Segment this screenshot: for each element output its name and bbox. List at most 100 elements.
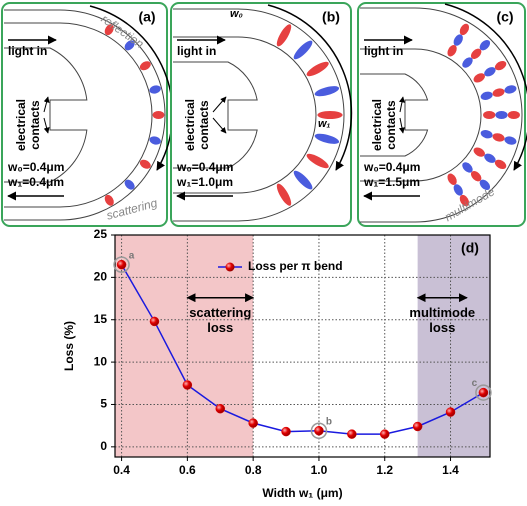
flow-arrow — [89, 5, 174, 171]
field-lobe — [306, 153, 329, 169]
data-point — [281, 426, 291, 437]
field-lobe — [124, 179, 135, 190]
field-lobe — [293, 170, 313, 190]
contacts-label: contacts — [197, 100, 211, 150]
legend-label: Loss per π bend — [248, 259, 343, 273]
x-axis-label: Width w₁ (μm) — [262, 486, 342, 500]
field-lobe — [306, 61, 329, 77]
data-point — [445, 407, 456, 417]
waveguide-edge — [4, 9, 166, 221]
field-lobe — [504, 85, 517, 94]
field-lobe — [494, 159, 507, 170]
waveguide-edge — [4, 22, 153, 208]
shaded-region — [115, 235, 254, 457]
field-lobe — [453, 184, 463, 196]
light-in: light in — [364, 44, 403, 58]
pointer — [398, 117, 405, 134]
waveguide-edge — [173, 8, 345, 222]
field-lobe — [459, 194, 470, 207]
annotation-text: loss — [207, 320, 233, 335]
panel-label: (c) — [496, 9, 513, 25]
waveguide-edge — [360, 7, 523, 223]
shaded-region — [417, 235, 490, 457]
contact-region — [360, 73, 429, 157]
data-point — [116, 259, 127, 270]
field-lobe — [494, 60, 507, 71]
flow-arrow — [444, 3, 527, 171]
field-lobe — [473, 147, 485, 157]
y-axis-label: Loss (%) — [62, 321, 76, 371]
field-lobe — [447, 45, 457, 57]
field-lobe — [314, 133, 340, 144]
field-lobe — [104, 24, 114, 36]
field-lobe — [484, 67, 496, 77]
data-point — [182, 380, 193, 390]
annotation-text: scattering — [189, 305, 251, 320]
waveguide-edge — [173, 36, 317, 194]
contacts-label: contacts — [28, 100, 42, 150]
field-lobe — [462, 57, 473, 68]
field-lobe — [314, 86, 340, 97]
x-tick-label: 0.8 — [245, 463, 262, 477]
contacts-label: electrical — [370, 99, 384, 151]
field-lobe — [276, 24, 292, 47]
contacts-label: electrical — [183, 99, 197, 151]
plot-frame — [114, 234, 491, 458]
point-label: b — [326, 416, 332, 427]
width-w1: w₁=1.0μm — [176, 175, 233, 189]
y-tick-label: 25 — [94, 227, 108, 241]
x-tick-label: 1.0 — [311, 463, 328, 477]
x-tick-label: 1.2 — [376, 463, 393, 477]
loss-chart: 0.4 0.6 0.8 1.0 1.2 1.4 0 5 10 15 20 25 (d) Width w₁ … — [62, 227, 492, 500]
panel-label: (b) — [322, 9, 340, 25]
x-tick-label: 0.4 — [113, 463, 130, 477]
field-lobe — [483, 111, 496, 119]
field-lobe — [293, 40, 313, 60]
panel: (b) light in electrical contacts w₀=0.4μmw₁=… — [170, 2, 353, 227]
highlight-ring — [475, 384, 492, 401]
field-lobe — [504, 136, 517, 145]
field-lobe — [495, 111, 508, 119]
field-lobe — [492, 88, 505, 97]
point-label: a — [129, 250, 135, 261]
y-tick-label: 15 — [94, 312, 108, 326]
data-point — [379, 429, 390, 439]
w1-mark: w₁ — [318, 118, 331, 130]
chart-title: (d) — [461, 240, 479, 256]
pointer — [212, 117, 227, 134]
field-lobe — [484, 153, 496, 163]
flow-arrow — [267, 4, 353, 171]
field-lobe — [447, 173, 457, 185]
panel-frame — [357, 2, 526, 227]
field-lobe — [507, 111, 520, 119]
field-lobe — [139, 61, 151, 71]
field-lobe — [149, 85, 161, 94]
field-lobe — [473, 73, 485, 83]
width-w0: w₀=0.4μm — [7, 160, 64, 174]
panel: (a) light in electrical contacts w₀=0.4μmw₁=… — [1, 2, 174, 227]
highlight-ring — [113, 256, 130, 273]
panel-frame — [1, 2, 168, 227]
series-line — [120, 264, 484, 435]
annotation-text: multimode — [409, 305, 475, 320]
field-lobe — [470, 170, 482, 182]
field-lobe — [149, 136, 161, 145]
field-lobe — [453, 34, 463, 46]
x-tick-label: 1.4 — [442, 463, 459, 477]
light-in: light in — [8, 44, 47, 58]
field-lobe — [317, 111, 343, 119]
field-lobe — [479, 39, 491, 51]
field-lobe — [480, 91, 493, 100]
annotation-text: loss — [429, 320, 455, 335]
data-point — [347, 429, 357, 439]
pointer — [398, 96, 405, 113]
y-tick-label: 0 — [100, 439, 107, 453]
field-lobe — [462, 162, 473, 173]
width-w1: w₁=0.4μm — [7, 175, 64, 189]
field-lobe — [480, 130, 493, 139]
width-w0: w₀=0.4μm — [363, 160, 420, 174]
y-tick-label: 10 — [94, 354, 108, 368]
width-w0: w₀=0.4μm — [176, 160, 233, 174]
